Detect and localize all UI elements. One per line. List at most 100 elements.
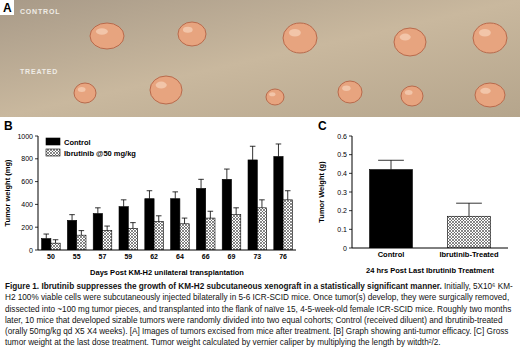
error-bar [53, 240, 59, 243]
x-tick-label: Control [378, 250, 405, 259]
error-bar [224, 169, 230, 179]
panel-label: C [318, 119, 327, 133]
error-bar [130, 223, 136, 229]
bar [51, 243, 60, 250]
x-axis [352, 248, 508, 249]
y-tick-label: 0.6 [337, 133, 347, 140]
tumor [283, 23, 317, 53]
y-tick-label: 0.5 [337, 151, 347, 158]
bar [283, 200, 292, 250]
tumor [150, 76, 182, 104]
tumor-highlight [342, 85, 350, 91]
y-tick-label: 600 [21, 178, 33, 185]
bar [180, 224, 189, 250]
tumor-highlight [183, 27, 193, 33]
error-bar [156, 216, 162, 222]
error-bar [285, 191, 291, 200]
tumor-highlight [480, 88, 491, 94]
tumor [338, 81, 362, 103]
row-label: TREATED [20, 68, 58, 75]
x-tick-label: 50 [47, 253, 55, 260]
tumor-highlight [479, 29, 491, 37]
tumor-highlight [96, 28, 108, 35]
error-bar [43, 234, 49, 239]
bar [77, 235, 86, 250]
panel-label-box [0, 0, 14, 15]
x-tick-label: 76 [279, 253, 287, 260]
bar [232, 215, 241, 250]
bar [274, 157, 283, 250]
x-tick-label: 69 [228, 253, 236, 260]
error-bar [259, 200, 265, 208]
bar [196, 188, 205, 250]
tumor-highlight [156, 82, 167, 89]
plot-area [42, 144, 293, 250]
tumor [473, 23, 507, 53]
error-bar [79, 231, 85, 236]
legend-label: Control [64, 138, 91, 147]
bar [370, 170, 413, 248]
error-bar [250, 146, 256, 160]
panel-label: A [3, 1, 12, 15]
error-bar [172, 192, 178, 199]
bar [103, 231, 112, 250]
tumor-highlight [405, 90, 413, 95]
bar [248, 160, 257, 250]
bar [222, 179, 231, 250]
tumor [475, 83, 505, 107]
tumor-highlight [78, 87, 86, 92]
error-bar [121, 200, 127, 207]
row-label: CONTROL [20, 8, 60, 15]
photo-background [0, 0, 520, 117]
x-tick-label: 59 [124, 253, 132, 260]
y-tick-label: 0.4 [337, 170, 347, 177]
legend-label: Ibrutinib @50 mg/kg [64, 149, 136, 158]
y-tick-label: 200 [21, 224, 33, 231]
x-axis [38, 250, 296, 251]
x-tick-label: 64 [176, 253, 184, 260]
bar [257, 208, 266, 250]
tumor-highlight [289, 29, 301, 37]
error-bar [104, 226, 110, 231]
plot-area [370, 160, 491, 248]
error-bar [198, 179, 204, 188]
tumor [178, 22, 206, 46]
error-bar [95, 208, 101, 214]
y-tick-label: 400 [21, 201, 33, 208]
y-tick-label: 0.1 [337, 226, 347, 233]
legend-swatch [46, 138, 60, 145]
error-bar [69, 215, 75, 221]
y-tick-label: 800 [21, 155, 33, 162]
y-axis-label: Tumor weight (mg) [3, 159, 12, 226]
tumor [266, 89, 284, 105]
y-axis [352, 136, 353, 248]
legend-swatch [46, 149, 60, 156]
tumor [401, 86, 423, 106]
caption-title: Figure 1. Ibrutinib suppresses the growt… [5, 282, 442, 291]
y-axis-label: Tumor Weight (g) [317, 161, 326, 223]
error-bar [233, 208, 239, 215]
bar [128, 228, 137, 250]
caption: Figure 1. Ibrutinib suppresses the growt… [5, 281, 515, 349]
error-bar [147, 191, 153, 199]
x-tick-label: 62 [150, 253, 158, 260]
tumor [90, 23, 124, 49]
bar [93, 214, 102, 250]
bar [448, 216, 491, 248]
error-bar [456, 203, 482, 216]
tumor-highlight [400, 34, 411, 41]
error-bar [378, 160, 404, 169]
bar [171, 199, 180, 250]
panel-a: A CONTROL TREATED [0, 0, 520, 117]
x-tick-label: Ibrutinib-Treated [439, 250, 499, 259]
bar [154, 222, 163, 251]
x-tick-label: 55 [73, 253, 81, 260]
y-tick-label: 0 [29, 247, 33, 254]
panel-label: B [4, 119, 13, 133]
x-axis-label: 24 hrs Post Last Ibrutinib Treatment [366, 266, 494, 275]
bar [145, 199, 154, 250]
bar [206, 218, 215, 250]
error-bar [208, 211, 214, 218]
y-tick-label: 0.2 [337, 207, 347, 214]
x-axis-label: Days Post KM-H2 unilateral transplantati… [90, 268, 244, 277]
